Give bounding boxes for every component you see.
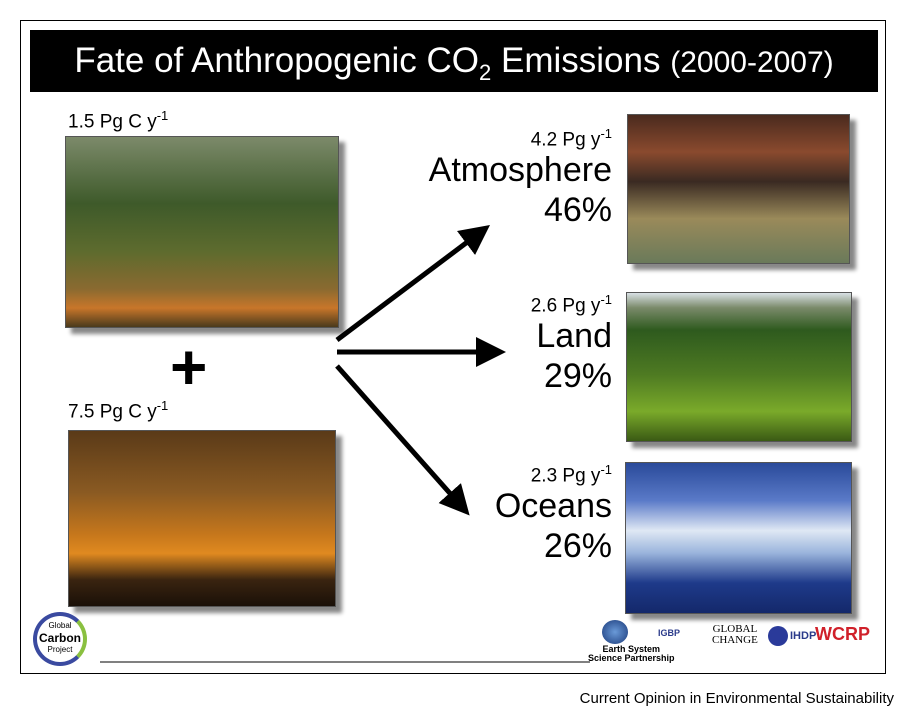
flux-exponent: -1 (600, 126, 612, 141)
sink-share: 29% (531, 355, 612, 397)
logo-text: Science Partnership (588, 654, 675, 663)
logo-text: CHANGE (712, 635, 758, 646)
ihdp-logo: IHDP (790, 630, 816, 642)
sink-name: Oceans (495, 487, 612, 525)
flux-text: 2.3 Pg y (531, 465, 601, 486)
flux-exponent: -1 (600, 462, 612, 477)
logo-text: Carbon (37, 632, 83, 644)
igbp-logo: IGBP (658, 628, 680, 638)
flux-exponent: -1 (600, 292, 612, 307)
sink-flux: 2.6 Pg y-1 (531, 292, 612, 317)
flux-text: 4.2 Pg y (531, 129, 601, 150)
essp-globe (602, 620, 628, 644)
arrow-oceans (337, 366, 463, 508)
ihdp-icon (768, 626, 788, 646)
ocean-photo (625, 462, 852, 614)
sink-name: Land (531, 317, 612, 355)
sink-flux: 2.3 Pg y-1 (495, 462, 612, 487)
logo-text: Project (37, 644, 83, 656)
sink-share: 46% (429, 189, 612, 231)
page: Fate of Anthropogenic CO2 Emissions (200… (0, 0, 898, 720)
arrow-atmosphere (337, 231, 482, 340)
land-photo (626, 292, 852, 442)
footer: Current Opinion in Environmental Sustain… (580, 690, 894, 707)
atmosphere-photo (627, 114, 850, 264)
sink-flux: 4.2 Pg y-1 (429, 126, 612, 151)
wcrp-logo: WCRP (815, 624, 870, 645)
flux-text: 2.6 Pg y (531, 295, 601, 316)
sink-share: 26% (495, 525, 612, 567)
sink-name: Atmosphere (429, 151, 612, 189)
